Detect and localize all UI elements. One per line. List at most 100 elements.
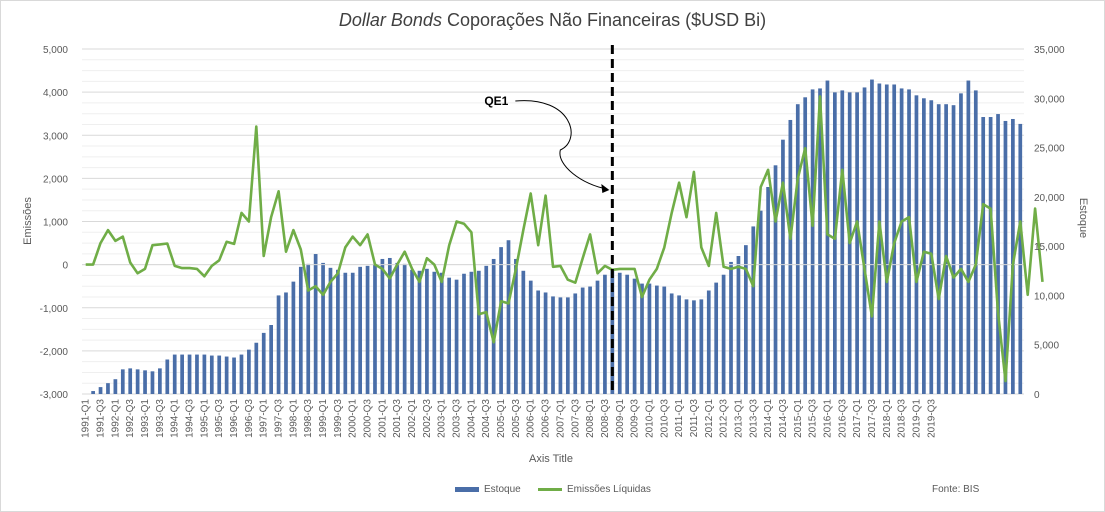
left-axis-ticks: 5,000 4,000 3,000 2,000 1,000 0 -1,000 -2,000 -3… <box>40 45 69 401</box>
estoque-bar <box>365 265 370 394</box>
chart-title-italic: Dollar Bonds <box>338 10 442 30</box>
legend-swatch-estoque <box>455 487 479 492</box>
estoque-bar <box>922 98 926 395</box>
qe1-arrowhead <box>601 184 610 193</box>
left-tick-label: -3,000 <box>40 390 69 401</box>
estoque-bar <box>180 354 184 394</box>
estoque-bars <box>82 79 1024 395</box>
estoque-bar <box>617 272 622 394</box>
left-tick-label: 0 <box>62 261 68 272</box>
left-tick-label: 2,000 <box>43 174 68 185</box>
estoque-bar <box>172 354 177 394</box>
right-tick-label: 30,000 <box>1034 94 1065 105</box>
estoque-bar <box>699 299 704 394</box>
estoque-bar <box>870 79 874 395</box>
estoque-bar <box>247 349 251 394</box>
right-tick-label: 0 <box>1034 390 1040 401</box>
x-tick-label: 1998-Q3 <box>303 399 314 438</box>
estoque-bar <box>350 272 355 394</box>
estoque-bar <box>491 258 496 394</box>
x-tick-label: 2017-Q1 <box>852 399 863 438</box>
estoque-bar <box>454 279 459 394</box>
left-tick-label: 5,000 <box>43 45 68 56</box>
estoque-bar <box>1003 120 1008 394</box>
x-tick-label: 2013-Q3 <box>748 399 759 438</box>
estoque-bar <box>158 368 162 394</box>
x-tick-label: 2001-Q1 <box>377 399 388 438</box>
estoque-bar <box>743 245 748 394</box>
qe1-arrow <box>515 100 608 190</box>
estoque-bar <box>647 283 652 394</box>
x-tick-label: 2005-Q3 <box>511 399 522 438</box>
estoque-bar <box>736 256 741 394</box>
x-tick-label: 2012-Q3 <box>719 399 730 438</box>
estoque-bar <box>788 119 793 394</box>
estoque-bar <box>959 93 963 394</box>
estoque-bar <box>150 371 155 394</box>
estoque-bar <box>988 117 993 394</box>
x-tick-label: 2009-Q3 <box>630 399 641 438</box>
estoque-bar <box>855 92 859 394</box>
x-tick-label: 2015-Q3 <box>808 399 819 438</box>
x-tick-label: 1995-Q3 <box>214 399 225 438</box>
x-tick-label: 1994-Q1 <box>170 399 181 438</box>
annotations: QE1 <box>484 45 614 394</box>
estoque-bar <box>165 359 170 394</box>
legend-item-emissoes: Emissões Líquidas <box>538 484 651 495</box>
estoque-bar <box>195 354 199 394</box>
estoque-bar <box>996 114 1000 395</box>
estoque-bar <box>291 281 296 394</box>
estoque-bar <box>595 280 600 394</box>
estoque-bar <box>373 263 377 394</box>
estoque-bar <box>966 80 971 395</box>
estoque-bar <box>825 80 830 395</box>
legend-label-emissoes: Emissões Líquidas <box>567 484 651 495</box>
estoque-bar <box>135 369 140 394</box>
estoque-bar <box>499 247 503 394</box>
estoque-bar <box>298 266 303 394</box>
x-tick-label: 2016-Q1 <box>822 399 833 438</box>
x-tick-label: 2004-Q1 <box>466 399 477 438</box>
estoque-bar <box>625 274 630 394</box>
x-tick-label: 2014-Q3 <box>778 399 789 438</box>
x-tick-label: 1993-Q3 <box>155 399 166 438</box>
x-tick-label: 2011-Q1 <box>674 399 685 438</box>
estoque-bar <box>751 226 756 394</box>
x-tick-label: 2003-Q3 <box>452 399 463 438</box>
estoque-bar <box>254 342 259 394</box>
estoque-bar <box>669 293 674 394</box>
x-tick-label: 2000-Q3 <box>363 399 374 438</box>
estoque-bar <box>899 88 904 394</box>
estoque-bar <box>929 100 934 394</box>
estoque-bar <box>284 292 288 394</box>
x-tick-label: 2007-Q3 <box>570 399 581 438</box>
estoque-bar <box>343 272 348 394</box>
estoque-bar <box>536 290 541 394</box>
estoque-bar <box>528 280 533 394</box>
x-tick-label: 1991-Q1 <box>81 399 92 438</box>
estoque-bar <box>706 290 711 394</box>
estoque-bar <box>410 269 414 394</box>
estoque-bar <box>417 270 422 394</box>
estoque-bar <box>914 95 919 394</box>
emissoes-series-line <box>85 95 1044 383</box>
estoque-bar <box>224 356 229 394</box>
legend-label-estoque: Estoque <box>484 484 521 495</box>
x-tick-label: 1996-Q1 <box>229 399 240 438</box>
x-tick-label: 1995-Q1 <box>199 399 210 438</box>
estoque-bar <box>98 387 103 394</box>
estoque-bar <box>358 266 363 394</box>
chart-title-rest: Coporações Não Financeiras ($USD Bi) <box>441 10 767 30</box>
x-tick-label: 2005-Q1 <box>496 399 507 438</box>
x-tick-label: 2019-Q1 <box>911 399 922 438</box>
estoque-bar <box>239 354 244 394</box>
estoque-bar <box>907 89 911 395</box>
estoque-bar <box>877 83 882 394</box>
x-tick-label: 2010-Q1 <box>644 399 655 438</box>
x-tick-label: 1997-Q1 <box>259 399 270 438</box>
estoque-bar <box>462 273 466 394</box>
estoque-bar <box>654 285 659 394</box>
x-tick-label: 1992-Q3 <box>125 399 136 438</box>
estoque-bar <box>729 261 733 394</box>
